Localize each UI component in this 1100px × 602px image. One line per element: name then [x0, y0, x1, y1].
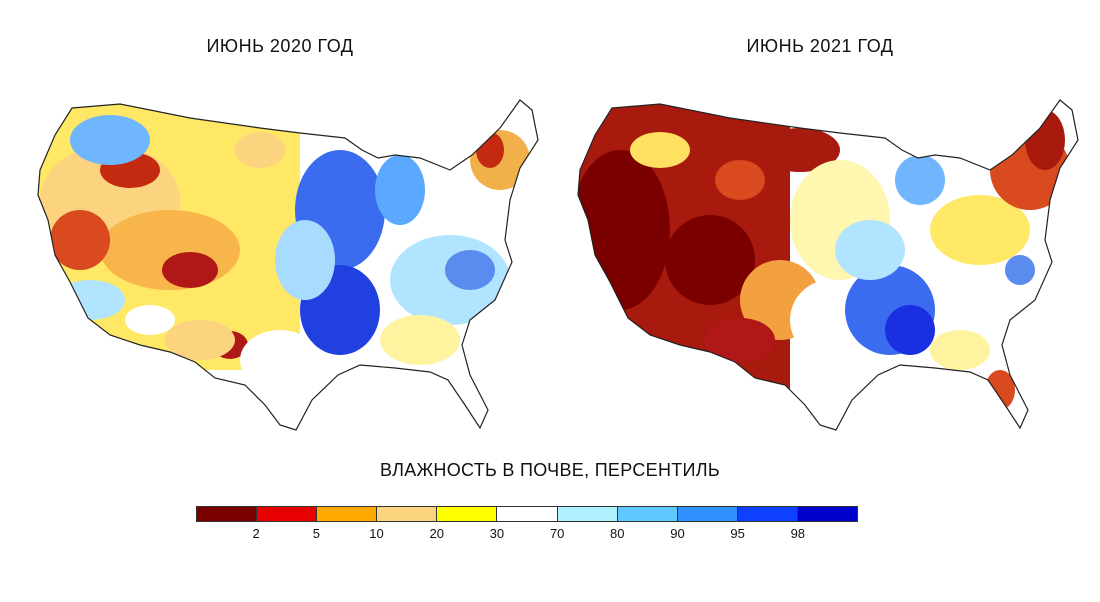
legend-swatch [257, 507, 318, 521]
legend-swatch [737, 507, 798, 521]
legend-swatch [317, 507, 378, 521]
legend-tick-label: 80 [610, 526, 625, 541]
legend-swatch [497, 507, 558, 521]
us-soil-moisture-map-2020 [37, 99, 539, 431]
legend-swatch [437, 507, 498, 521]
legend-swatch [677, 507, 738, 521]
legend-swatch [197, 507, 258, 521]
us-soil-moisture-map-2021 [577, 99, 1079, 431]
legend-tick-label: 90 [670, 526, 685, 541]
legend-swatch [557, 507, 618, 521]
legend-tick-label: 30 [489, 526, 505, 541]
legend-tick-label: 98 [790, 526, 806, 541]
map-title: ИЮНЬ 2020 ГОД [206, 36, 354, 56]
legend-tick-label: 20 [429, 526, 444, 541]
legend-tick-label: 70 [549, 526, 565, 541]
map-title: ИЮНЬ 2021 ГОД [746, 36, 894, 56]
map-panel-2020: ИЮНЬ 2020 ГОД [0, 0, 560, 450]
legend-swatch [797, 507, 858, 521]
legend-swatch [617, 507, 678, 521]
legend-tick-label: 2 [252, 526, 260, 541]
legend-tick-label: 95 [730, 526, 745, 541]
map-panel-2021: ИЮНЬ 2021 ГОД [540, 0, 1100, 450]
legend-swatch [377, 507, 438, 521]
legend-tick-labels: 2 5 10 20 30 70 80 90 95 98 [196, 526, 858, 546]
legend-title: ВЛАЖНОСТЬ В ПОЧВЕ, ПЕРСЕНТИЛЬ [379, 460, 721, 480]
legend-color-bar [196, 506, 858, 522]
legend-tick-label: 5 [312, 526, 320, 541]
legend-tick-label: 10 [369, 526, 384, 541]
